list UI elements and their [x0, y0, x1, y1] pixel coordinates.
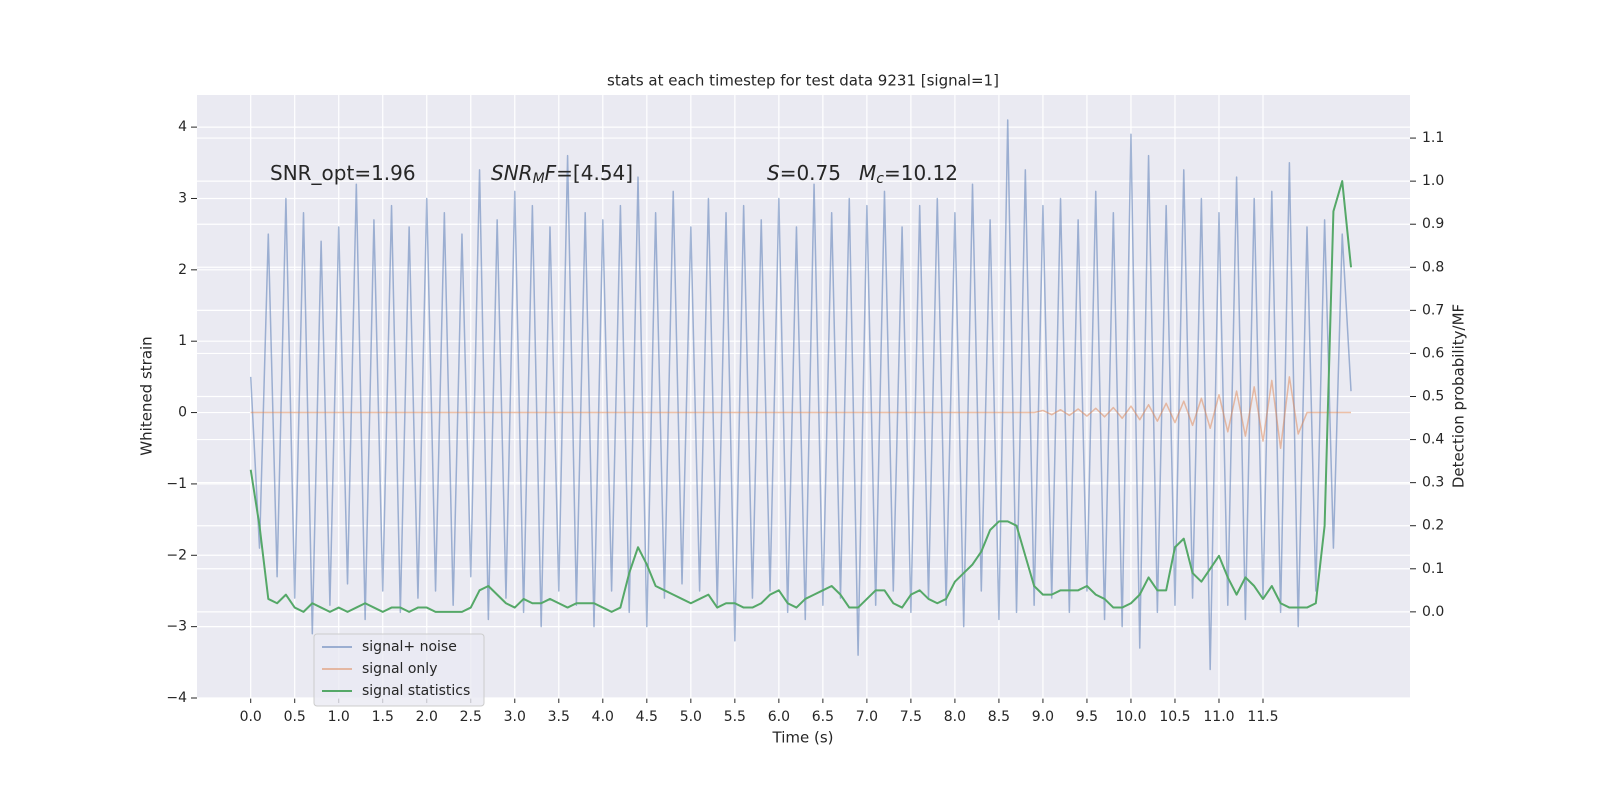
annotation: Mc=10.12: [859, 161, 958, 188]
annotation-part: M: [859, 161, 876, 185]
annotation-part: SNR_opt=1.96: [270, 161, 416, 185]
x-tick-label: 2.5: [460, 709, 482, 725]
y2-tick-label: 0.9: [1422, 216, 1444, 232]
annotation-part: c: [876, 171, 884, 187]
x-tick-label: 1.0: [328, 709, 350, 725]
x-tick-label: 8.0: [944, 709, 966, 725]
x-tick-label: 11.0: [1203, 709, 1234, 725]
y-tick-label: −1: [166, 476, 187, 492]
x-tick-label: 2.0: [416, 709, 438, 725]
x-tick-label: 11.5: [1247, 709, 1278, 725]
y2-axis-label: Detection probability/MF: [1450, 304, 1468, 488]
y2-tick-label: 0.6: [1422, 345, 1444, 361]
y2-tick-label: 0.1: [1422, 561, 1444, 577]
x-tick-label: 6.5: [812, 709, 834, 725]
y2-tick-label: 0.5: [1422, 389, 1444, 405]
annotation: SNR_opt=1.96: [270, 161, 416, 185]
chart-title: stats at each timestep for test data 923…: [607, 72, 999, 90]
x-tick-label: 3.5: [548, 709, 570, 725]
series-line: [250, 376, 1352, 449]
annotation-part: SNR: [491, 161, 533, 185]
x-tick-label: 0.5: [284, 709, 306, 725]
x-axis-label: Time (s): [772, 729, 834, 747]
y2-tick-label: 0.0: [1422, 604, 1444, 620]
x-tick-label: 8.5: [988, 709, 1010, 725]
y-tick-label: 1: [178, 333, 187, 349]
y2-tick-label: 1.1: [1422, 130, 1444, 146]
x-tick-label: 0.0: [240, 709, 262, 725]
annotation-part: S: [767, 161, 780, 185]
annotation-part: =10.12: [884, 161, 958, 185]
x-tick-label: 7.0: [856, 709, 878, 725]
annotation: S=0.75: [767, 161, 841, 185]
annotation-part: =0.75: [780, 161, 841, 185]
x-tick-label: 3.0: [504, 709, 526, 725]
y-axis-label: Whitened strain: [138, 336, 156, 455]
y-tick-label: 3: [178, 190, 187, 206]
x-tick-label: 9.0: [1032, 709, 1054, 725]
x-tick-label: 4.0: [592, 709, 614, 725]
annotation-part: F: [545, 161, 557, 185]
x-tick-label: 10.5: [1159, 709, 1190, 725]
annotation: SNRMF=[4.54]: [491, 161, 633, 188]
x-tick-label: 7.5: [900, 709, 922, 725]
legend-label: signal+ noise: [362, 639, 457, 655]
x-tick-label: 6.0: [768, 709, 790, 725]
legend-box: [313, 633, 485, 707]
series-line: [249, 119, 1352, 671]
series-line: [249, 180, 1353, 613]
y2-tick-label: 0.4: [1422, 432, 1444, 448]
y-tick-label: −4: [166, 690, 187, 706]
y2-tick-label: 0.3: [1422, 475, 1444, 491]
y-tick-label: 4: [178, 119, 187, 135]
x-tick-label: 5.0: [680, 709, 702, 725]
annotation-part: M: [533, 171, 545, 187]
y-tick-label: 2: [178, 262, 187, 278]
x-tick-label: 4.5: [636, 709, 658, 725]
x-tick-label: 10.0: [1115, 709, 1146, 725]
x-tick-label: 9.5: [1076, 709, 1098, 725]
y2-tick-label: 0.2: [1422, 518, 1444, 534]
x-tick-label: 1.5: [372, 709, 394, 725]
y2-tick-label: 1.0: [1422, 173, 1444, 189]
annotation-part: =[4.54]: [556, 161, 633, 185]
y-tick-label: −3: [166, 619, 187, 635]
y-tick-label: 0: [178, 405, 187, 421]
y2-tick-label: 0.7: [1422, 302, 1444, 318]
x-tick-label: 5.5: [724, 709, 746, 725]
y-tick-label: −2: [166, 547, 187, 563]
legend-label: signal only: [362, 661, 437, 677]
y2-tick-label: 0.8: [1422, 259, 1444, 275]
legend-label: signal statistics: [362, 683, 470, 699]
